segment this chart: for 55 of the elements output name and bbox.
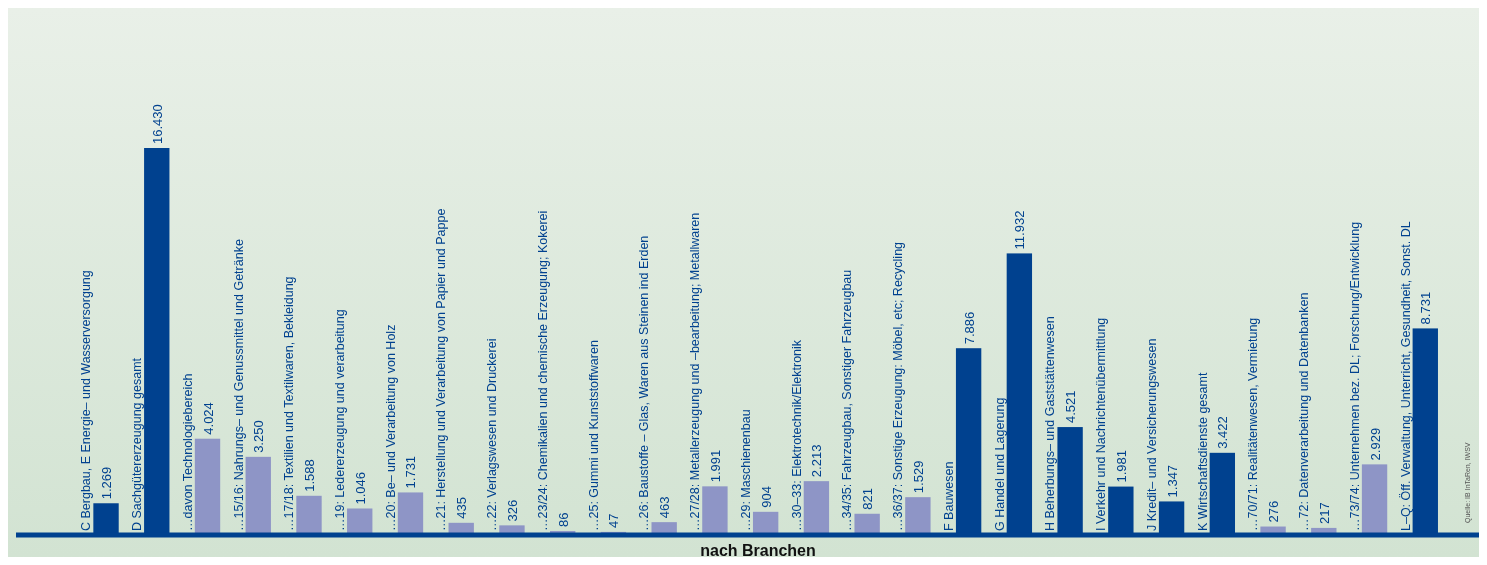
x-tick-label: F Bauwesen [941,461,956,531]
x-tick-label: …27/28: Metallerzeugung und –bearbeitung; Metallwaren [688,212,703,531]
data-label: 2.213 [809,444,825,478]
data-label: 4.024 [200,402,216,435]
data-label: 1.046 [352,471,368,505]
data-label: 463 [657,496,673,519]
x-tick-label: …23/24: Chemikalien und chemische Erzeugung; Kokerei [535,210,550,531]
data-label: 1.529 [910,460,926,494]
data-label: 7.886 [961,311,977,345]
data-label: 16.430 [149,104,165,144]
data-label: 904 [758,486,774,508]
data-label: 1.347 [1164,464,1180,498]
data-label: 4.521 [1063,390,1079,424]
x-tick-label: …36/37: Sonstige Erzeugung: Möbel, etc; Recycling [891,241,906,531]
data-label: 86 [555,512,571,527]
data-label: 1.588 [301,459,317,492]
x-tick-label: …70/71: Realitätenwesen, Vermietung [1246,317,1261,531]
data-label: 1.731 [403,455,419,489]
x-tick-label: …30–33: Elektrotechnik/Elektronik [789,339,804,531]
x-tick-label: J Kredit– und Versicherungswesen [1144,338,1159,531]
data-label: 1.269 [99,466,115,500]
x-tick-label: …26: Baustoffe – Glas, Waren aus Steinen ind Erden [637,235,652,531]
data-label: 435 [454,497,470,519]
x-tick-label: …21: Herstellung und Verarbeitung von Papier und Pappe [434,208,449,531]
data-label: 8.731 [1418,291,1434,325]
x-tick-label: …15/16: Nahrungs– und Genussmittel und Getränke [231,239,246,531]
data-label: 1.981 [1113,450,1129,483]
x-tick-label: C Bergbau, E Energie– und Wasserversorgung [79,270,94,531]
x-tick-label: …19: Ledererzeugung und verarbeitung [333,309,347,531]
data-label: 276 [1266,500,1282,523]
x-tick-label: …17/18: Textilien und Textilwaren, Bekleidung [282,276,297,531]
data-label: 1.991 [707,449,723,483]
data-label: 47 [606,513,622,528]
x-tick-label: …22: Verlagswesen und Druckerei [485,338,500,531]
data-label: 217 [1316,502,1332,524]
x-tick-label: I Verkehr und Nachrichtenübermittlung [1094,317,1109,531]
x-tick-label: G Handel und Lagerung [992,397,1007,531]
x-tick-label: …20: Be– und Verarbeitung von Holz [383,324,398,531]
x-axis-title: nach Branchen [700,542,816,559]
data-label: 2.929 [1367,427,1383,461]
x-tick-label: K Wirtschaftsdienste gesamt [1195,372,1210,531]
x-tick-label: L–Q: Öff. Verwaltung, Unterricht, Gesundheit, Sonst. DL [1398,221,1413,531]
x-tick-label: …34/35: Fahrzeugbau, Sonstiger Fahrzeugbau [840,269,855,531]
x-tick-label: D Sachgütererzeugung gesamt [130,357,145,531]
data-label: 11.932 [1012,210,1028,250]
x-tick-label: …72: Datenverarbeitung und Datenbanken [1297,292,1312,531]
x-tick-label: …25: Gummi und Kunststoffwaren [586,340,601,531]
x-tick-label: H Beherbungs– und Gaststättenwesen [1043,316,1058,531]
data-label: 3.250 [251,420,267,453]
data-label: 821 [860,488,876,510]
data-label: 326 [504,499,520,522]
x-tick-label: …73/74: Unternehmen bez. DL; Forschung/Entwicklung [1347,221,1362,531]
x-tick-label: …29: Maschienenbau [738,409,753,531]
x-tick-label: …davon Technologiebereich [180,373,195,531]
data-label: 3.422 [1215,416,1231,449]
